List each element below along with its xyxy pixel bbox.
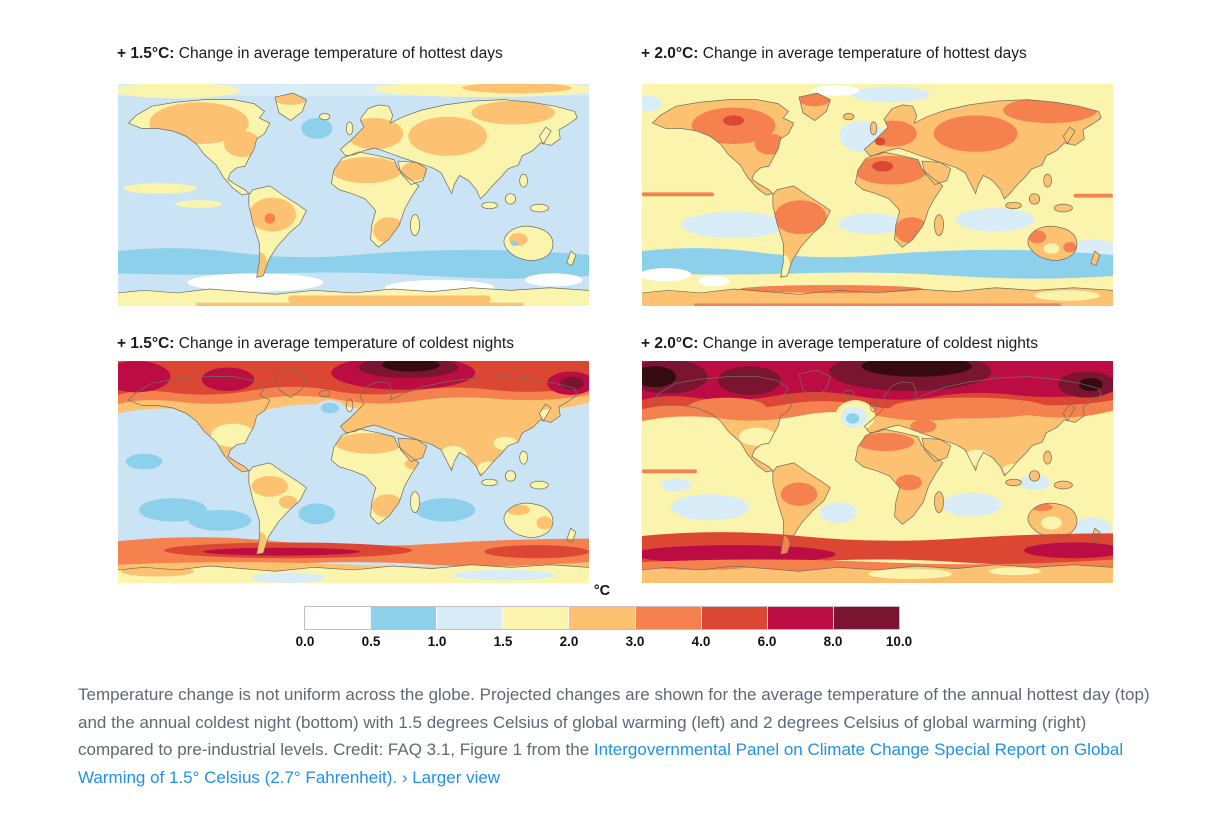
- color-swatch-0.0-0.5: [305, 607, 371, 629]
- tick-label: 0.5: [361, 634, 381, 649]
- color-swatch-8.0-10.0: [832, 607, 899, 629]
- panel-title-text: Change in average temperature of hottest…: [174, 45, 503, 62]
- panel-title-3: + 1.5°C: Change in average temperature o…: [117, 335, 514, 353]
- panel-title-text: Change in average temperature of coldest…: [698, 335, 1038, 352]
- color-swatch-3.0-4.0: [634, 607, 701, 629]
- world-map: [118, 361, 589, 583]
- panel-title-text: Change in average temperature of hottest…: [698, 45, 1027, 62]
- tick-label: 10.0: [885, 634, 913, 649]
- warming-level-label: + 2.0°C:: [641, 45, 699, 62]
- color-swatch-4.0-6.0: [700, 607, 767, 629]
- panel-title-2: + 2.0°C: Change in average temperature o…: [641, 45, 1027, 63]
- caption-text: Temperature change is not uniform across…: [78, 685, 1150, 759]
- map-panel-1-5C-coldest-nights: [118, 361, 589, 583]
- world-map: [118, 84, 589, 306]
- panel-title-1: + 1.5°C: Change in average temperature o…: [117, 45, 503, 63]
- tick-label: 3.0: [625, 634, 645, 649]
- color-scale-legend: [304, 606, 900, 630]
- tick-label: 1.0: [427, 634, 447, 649]
- figure-caption: Temperature change is not uniform across…: [78, 681, 1151, 791]
- warming-level-label: + 1.5°C:: [117, 45, 175, 62]
- warming-level-label: + 2.0°C:: [641, 335, 699, 352]
- color-swatch-2.0-3.0: [568, 607, 635, 629]
- map-panel-1-5C-hottest-days: [118, 84, 589, 306]
- tick-label: 8.0: [823, 634, 843, 649]
- warming-level-label: + 1.5°C:: [117, 335, 175, 352]
- color-swatch-1.0-1.5: [436, 607, 503, 629]
- ipcc-report-link[interactable]: Intergovernmental Panel on Climate Chang…: [78, 740, 1124, 787]
- larger-view-link[interactable]: › Larger view: [401, 767, 501, 787]
- world-map: [642, 84, 1113, 306]
- world-map: [642, 361, 1113, 583]
- legend-tick-labels: 0.0 0.5 1.0 1.5 2.0 3.0 4.0 6.0 8.0 10.0: [296, 634, 913, 652]
- panel-title-4: + 2.0°C: Change in average temperature o…: [641, 335, 1038, 353]
- tick-label: 6.0: [757, 634, 777, 649]
- map-panel-2-0C-coldest-nights: [642, 361, 1113, 583]
- map-panel-2-0C-hottest-days: [642, 84, 1113, 306]
- color-swatch-1.5-2.0: [502, 607, 569, 629]
- panel-title-text: Change in average temperature of coldest…: [174, 335, 514, 352]
- tick-label: 4.0: [691, 634, 711, 649]
- tick-label: 2.0: [559, 634, 579, 649]
- tick-label: 1.5: [493, 634, 513, 649]
- color-swatch-0.5-1.0: [370, 607, 437, 629]
- legend-unit-label: °C: [593, 583, 611, 599]
- tick-label: 0.0: [295, 634, 315, 649]
- color-swatch-6.0-8.0: [766, 607, 833, 629]
